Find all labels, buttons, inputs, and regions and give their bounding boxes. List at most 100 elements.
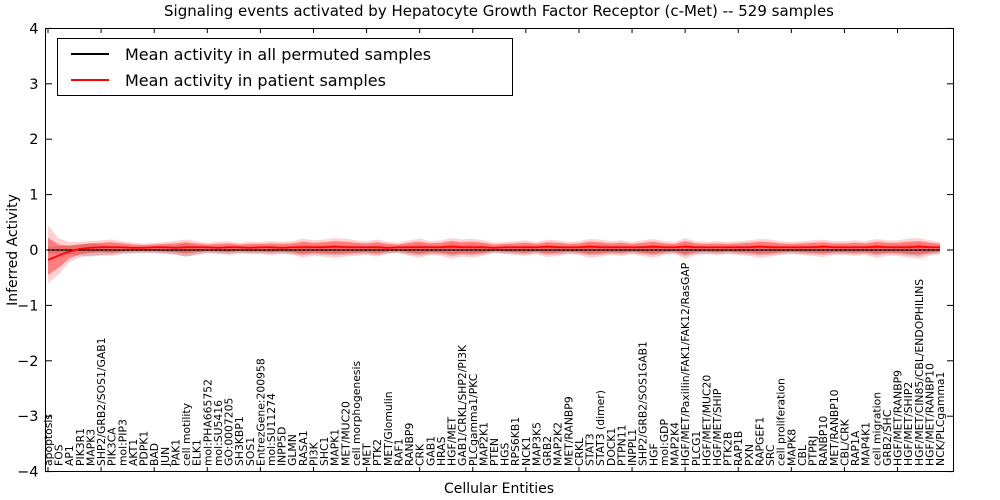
x-category-label: mol:PIP3 xyxy=(116,419,129,466)
x-category-labels: apoptosisFOSAP1PIK3R1MAPK3SHP2/GRB2/SOS1… xyxy=(42,262,947,467)
x-category-label: JUN xyxy=(159,447,172,467)
x-category-label: SHC1 xyxy=(318,437,331,466)
x-category-label: HGF/MET/RANBP10 xyxy=(923,363,936,466)
x-axis-label: Cellular Entities xyxy=(443,481,555,497)
chart-title: Signaling events activated by Hepatocyte… xyxy=(164,2,834,20)
x-category-label: MET xyxy=(361,443,374,466)
x-category-label: MAPK3 xyxy=(84,429,97,466)
x-category-label: MAP4K1 xyxy=(860,422,873,466)
x-category-label: RANBP9 xyxy=(403,423,416,466)
x-category-label: ELK1 xyxy=(191,439,204,466)
x-category-label: CRKL xyxy=(573,438,586,466)
y-tick-label: 4 xyxy=(29,21,38,37)
x-category-label: MAP3K5 xyxy=(530,422,543,466)
y-tick-label: −4 xyxy=(17,465,38,481)
x-category-label: mol:PHA665752 xyxy=(201,379,214,466)
x-category-label: STAT3 (dimer) xyxy=(594,390,607,466)
x-category-label: HGF/MET/MUC20 xyxy=(700,375,713,466)
y-tick-label: 0 xyxy=(29,243,38,259)
legend-entry-patient: Mean activity in patient samples xyxy=(71,71,512,90)
x-category-label: PAK1 xyxy=(169,439,182,466)
x-category-label: CRK xyxy=(414,443,427,466)
legend: Mean activity in all permuted samples Me… xyxy=(57,38,513,96)
x-category-label: AP1 xyxy=(63,445,76,466)
y-tick-label: 3 xyxy=(29,77,38,93)
patient-line-swatch-icon xyxy=(71,79,109,81)
x-category-label: FOS xyxy=(53,444,66,466)
y-tick-label: 2 xyxy=(29,132,38,148)
y-tick-label: 1 xyxy=(29,188,38,204)
x-category-label: MAPK8 xyxy=(785,429,798,466)
x-category-label: RAPGEF1 xyxy=(753,417,766,466)
x-category-label: GO:0007205 xyxy=(223,398,236,466)
x-category-label: MAP2K2 xyxy=(552,422,565,466)
x-category-label: RAP1B xyxy=(732,431,745,466)
x-category-label: SH3KBP1 xyxy=(233,416,246,466)
x-category-label: STAT3 xyxy=(584,433,597,466)
y-tick-label: −1 xyxy=(17,298,38,314)
x-category-label: SHP2/GRB2/SOS1/GAB1 xyxy=(95,337,108,466)
x-category-label: HGF/MET/RANBP9 xyxy=(892,370,905,466)
x-category-label: MET/RANBP10 xyxy=(828,389,841,466)
x-category-label: GAB1 xyxy=(424,436,437,466)
x-category-label: MAP2K1 xyxy=(477,422,490,466)
x-category-label: RPS6KB1 xyxy=(509,417,522,466)
x-category-label: PTEN xyxy=(488,438,501,466)
x-category-label: PDPK1 xyxy=(138,431,151,466)
x-category-label: HGS xyxy=(499,443,512,466)
y-axis-label: Inferred Activity xyxy=(5,194,21,306)
x-category-label: PXN xyxy=(743,444,756,466)
x-category-label: PIK3CA xyxy=(106,427,119,466)
x-category-label: cell morphogenesis xyxy=(350,361,363,466)
patient-confidence-band-outer xyxy=(48,225,940,284)
legend-label-patient: Mean activity in patient samples xyxy=(125,70,386,90)
x-category-label: MET/Glomulin xyxy=(382,391,395,466)
x-category-label: MAPK1 xyxy=(329,429,342,466)
x-category-label: GRB2 xyxy=(541,436,554,466)
x-category-label: SHP2/GRB2/SOS1GAB1 xyxy=(637,341,650,466)
x-category-label: PLCgamma1/PKC xyxy=(467,374,480,466)
x-category-label: RANBP10 xyxy=(817,416,830,466)
x-category-label: MAP2K4 xyxy=(669,422,682,466)
x-category-label: NCK/PLCgamma1 xyxy=(934,372,947,466)
x-category-label: PTK2 xyxy=(371,439,384,466)
x-category-label: GLMN xyxy=(286,434,299,466)
x-category-label: HRAS xyxy=(435,436,448,466)
x-category-label: DOCK1 xyxy=(605,428,618,466)
x-category-label: INPP5D xyxy=(276,427,289,466)
x-category-label: cell proliferation xyxy=(775,378,788,466)
legend-entry-permuted: Mean activity in all permuted samples xyxy=(71,45,512,64)
x-category-label: RASA1 xyxy=(297,430,310,466)
x-category-label: EntrezGene:200958 xyxy=(254,358,267,466)
x-category-label: HGF/MET/SHIP xyxy=(711,388,724,466)
x-category-label: GRB2/SHC xyxy=(881,410,894,466)
patient-mean-line xyxy=(47,245,940,261)
x-category-label: mol:SU5416 xyxy=(212,400,225,466)
x-category-label: RAP1A xyxy=(849,430,862,466)
x-category-label: PI3K xyxy=(307,441,320,466)
x-category-label: HGF/MET/Paxillin/FAK1/FAK12/RasGAP xyxy=(679,262,692,466)
x-category-label: PLCG1 xyxy=(690,431,703,466)
x-category-label: HGF xyxy=(647,443,660,466)
x-category-label: RAF1 xyxy=(392,438,405,466)
x-category-label: cell migration xyxy=(870,392,883,466)
x-category-label: CBL xyxy=(796,445,809,466)
permuted-line-swatch-icon xyxy=(71,53,109,55)
x-category-label: SRC xyxy=(764,445,777,466)
y-tick-label: −3 xyxy=(17,409,38,425)
x-category-label: MET/RANBP9 xyxy=(562,396,575,466)
y-tick-label: −2 xyxy=(17,354,38,370)
x-category-label: mol:GDP xyxy=(658,419,671,466)
x-category-label: SOS1 xyxy=(244,437,257,466)
x-category-label: PTPN11 xyxy=(615,425,628,466)
x-category-label: AKT1 xyxy=(127,439,140,466)
x-category-label: CBL/CRK xyxy=(838,418,851,466)
x-category-label: mol:SU11274 xyxy=(265,393,278,466)
y-axis-ticks: 4 3 2 1 0 −1 −2 −3 −4 xyxy=(17,21,954,481)
legend-label-permuted: Mean activity in all permuted samples xyxy=(125,44,432,64)
x-category-label: HGF/MET xyxy=(446,417,459,466)
x-category-label: NCK1 xyxy=(520,436,533,466)
x-category-label: HGF/MET/SHIP2 xyxy=(902,382,915,466)
x-category-label: GAB1/CRKL/SHP2/PI3K xyxy=(456,344,469,466)
